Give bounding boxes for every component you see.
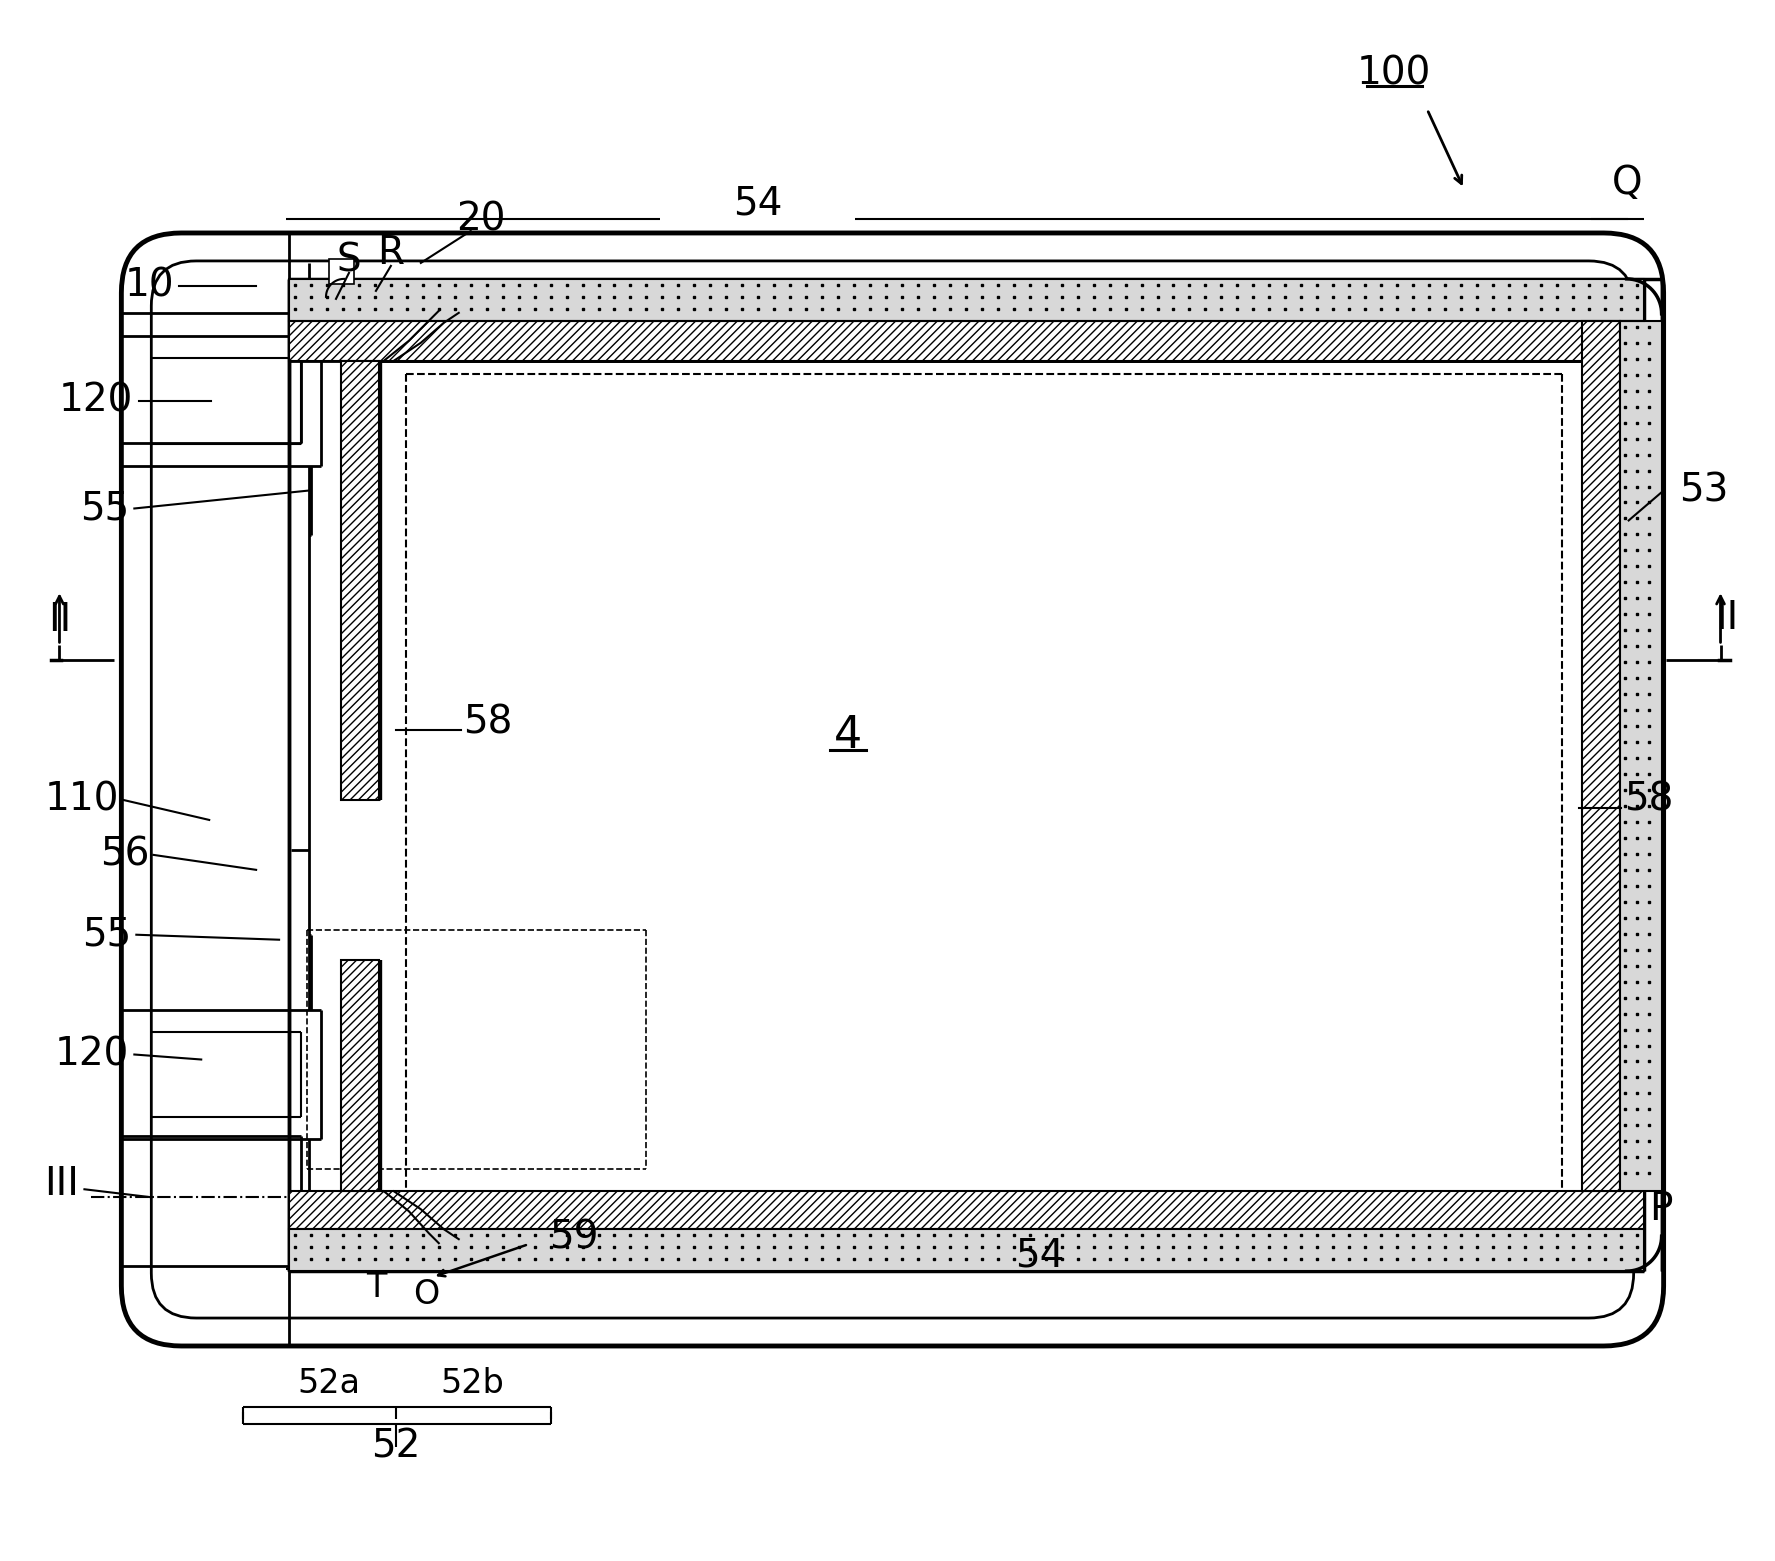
Bar xyxy=(289,1229,1644,1271)
Text: 52: 52 xyxy=(371,1428,421,1466)
Bar xyxy=(289,279,1644,322)
Bar xyxy=(1621,322,1661,1191)
Text: 53: 53 xyxy=(1679,471,1729,509)
Text: 58: 58 xyxy=(463,702,513,741)
Text: 55: 55 xyxy=(82,916,131,954)
Text: 59: 59 xyxy=(548,1218,598,1257)
Text: 58: 58 xyxy=(1624,780,1674,820)
Text: T: T xyxy=(366,1271,387,1303)
Text: 10: 10 xyxy=(124,267,174,304)
FancyBboxPatch shape xyxy=(151,261,1633,1317)
Bar xyxy=(289,1191,1644,1229)
Bar xyxy=(1621,322,1661,1191)
Bar xyxy=(328,259,353,284)
Text: R: R xyxy=(378,234,405,272)
Text: 20: 20 xyxy=(456,200,506,237)
Bar xyxy=(289,279,1644,322)
Text: 56: 56 xyxy=(99,835,149,874)
Bar xyxy=(341,960,378,1191)
Text: Q: Q xyxy=(1612,164,1642,201)
Bar xyxy=(289,322,1644,361)
Text: II: II xyxy=(1715,599,1738,637)
Bar xyxy=(289,1229,1644,1271)
Text: 4: 4 xyxy=(834,713,863,757)
Text: 120: 120 xyxy=(55,1035,130,1074)
Text: III: III xyxy=(44,1165,80,1204)
Text: 110: 110 xyxy=(44,780,119,820)
Text: S: S xyxy=(337,242,362,279)
Text: 100: 100 xyxy=(1356,55,1431,92)
Bar xyxy=(341,361,378,799)
Text: O: O xyxy=(414,1277,438,1311)
Text: 54: 54 xyxy=(733,184,783,222)
Text: 54: 54 xyxy=(1015,1236,1065,1274)
Text: 120: 120 xyxy=(59,382,133,420)
Text: II: II xyxy=(48,601,71,640)
Text: 55: 55 xyxy=(80,490,130,528)
FancyBboxPatch shape xyxy=(121,233,1663,1346)
Text: 52b: 52b xyxy=(440,1367,504,1400)
Bar xyxy=(1582,322,1621,1191)
Text: P: P xyxy=(1649,1189,1672,1229)
Text: 52a: 52a xyxy=(298,1367,360,1400)
